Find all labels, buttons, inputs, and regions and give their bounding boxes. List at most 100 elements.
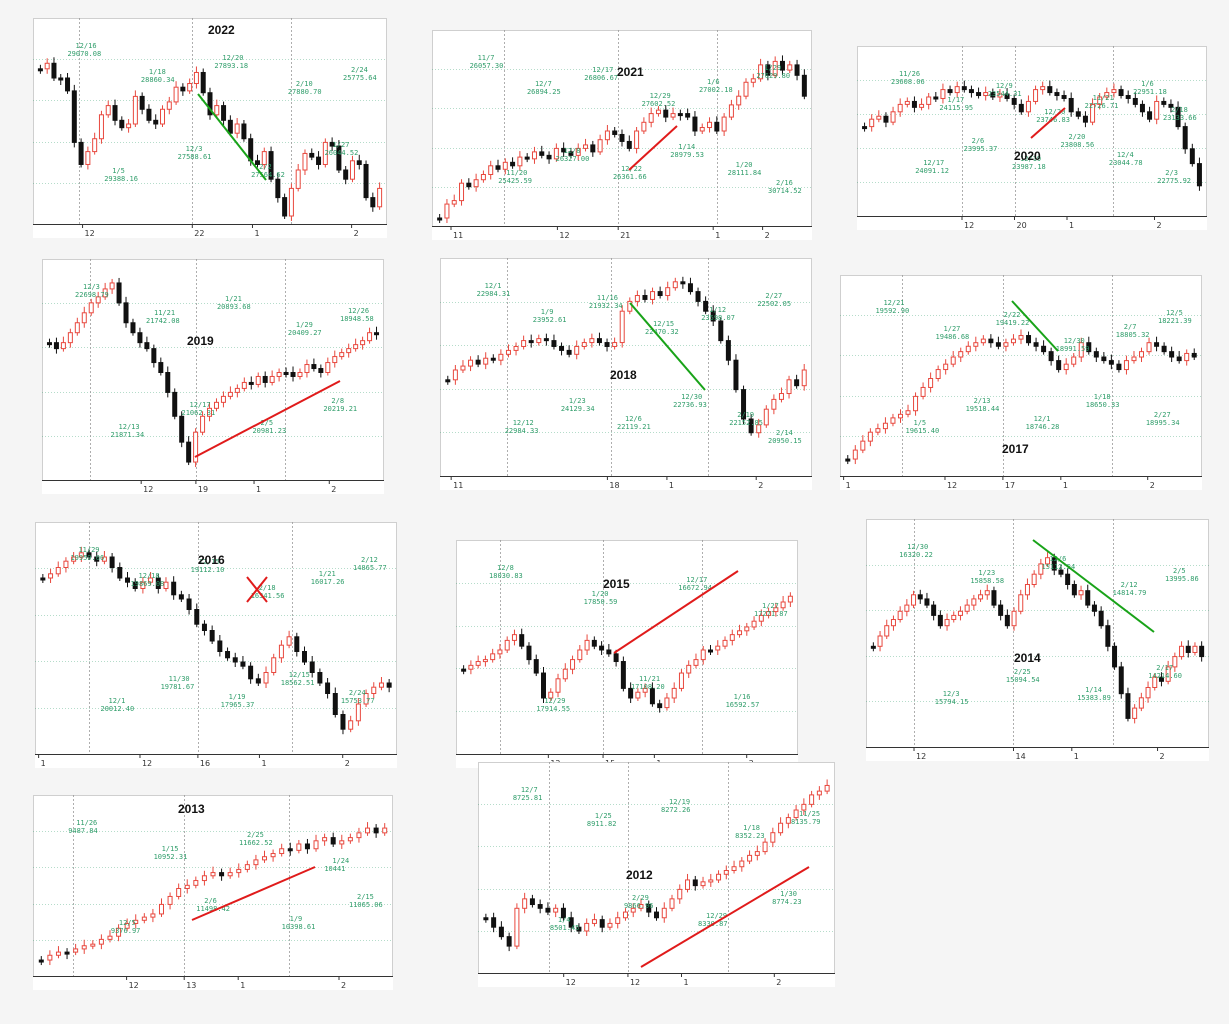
candle-body <box>710 310 716 322</box>
trend-line <box>197 93 267 181</box>
candle-body <box>793 809 799 819</box>
annotation-price: 20409.27 <box>288 329 322 337</box>
annotation-price: 8135.79 <box>791 818 821 826</box>
candle-body <box>244 864 250 870</box>
annotation-price: 20981.23 <box>252 427 286 435</box>
annotation-date: 2/7 <box>1124 323 1137 331</box>
annotation-price: 8272.26 <box>661 806 691 814</box>
candle-body <box>360 340 366 346</box>
annotation-date: 1/20 <box>736 161 753 169</box>
candle-body <box>937 614 943 627</box>
candle-body <box>519 634 525 647</box>
candle-body <box>650 291 656 300</box>
candle-body <box>94 556 100 562</box>
candle-body <box>998 604 1004 616</box>
annotation-date: 1/6 <box>1141 80 1154 88</box>
candle-body <box>225 651 231 659</box>
candle-body <box>1116 363 1122 371</box>
candle-body <box>531 151 537 160</box>
trend-line <box>640 866 810 968</box>
annotation-date: 1/29 <box>764 64 781 72</box>
candle-body <box>693 659 699 666</box>
candle-body <box>1047 86 1053 94</box>
x-tick-label: 12 <box>559 231 569 240</box>
annotation-date: 2/24 <box>349 689 366 697</box>
candle-body <box>466 182 472 188</box>
candle-body <box>262 856 268 861</box>
candle-body <box>980 338 986 344</box>
chart-panel-2017: 1 12 17 1 2 12/21 19592.90 1/5 19615.40 1/27 19486… <box>840 275 1202 490</box>
chart-title: 2016 <box>198 553 225 567</box>
candle-body <box>744 626 750 632</box>
candle-body <box>882 422 888 430</box>
candle-body <box>917 594 923 600</box>
candle-body <box>513 345 519 351</box>
annotation-price: 28979.53 <box>670 151 704 159</box>
candle-body <box>92 138 98 153</box>
candle-body <box>739 860 745 868</box>
x-tick-label: 1 <box>41 759 46 768</box>
candle-body <box>771 398 777 410</box>
candle-body <box>649 687 655 705</box>
annotation-price: 14214.60 <box>1148 672 1182 680</box>
annotation-price: 18995.34 <box>1146 419 1180 427</box>
candle-body <box>657 291 663 297</box>
candle-body <box>483 357 489 365</box>
candle-body <box>620 661 626 689</box>
annotation-date: 11/21 <box>639 675 660 683</box>
chart-panel-2020: 12 20 1 2 11/26 23608.06 12/17 24091.12 1/17 2411… <box>857 46 1207 230</box>
candle-body <box>577 649 583 661</box>
annotation-price: 27002.18 <box>699 86 733 94</box>
candle-body <box>703 300 709 312</box>
candle-body <box>1112 645 1118 668</box>
annotation-price: 23044.78 <box>1109 159 1143 167</box>
annotation-date: 12/29 <box>650 92 671 100</box>
candle-body <box>870 645 876 649</box>
candle-body <box>1071 584 1077 596</box>
annotation-price: 18948.58 <box>340 315 374 323</box>
annotation-date: 2/13 <box>974 397 991 405</box>
candle-body <box>576 926 582 932</box>
candle-body <box>506 936 512 947</box>
candle-body <box>286 636 292 646</box>
annotation-date: 12/29 <box>706 912 727 920</box>
candle-body <box>502 161 508 170</box>
candle-body <box>67 332 73 344</box>
annotation-date: 1/14 <box>678 143 695 151</box>
annotation-date: 1/9 <box>290 915 303 923</box>
candle-body <box>1033 89 1039 102</box>
candle-body <box>860 440 866 451</box>
candle-body <box>55 951 61 956</box>
annotation-date: 12/15 <box>653 320 674 328</box>
candle-body <box>553 907 559 913</box>
candle-body <box>619 310 625 344</box>
candle-body <box>248 665 254 680</box>
chart-panel-2019: 12 19 1 2 12/3 22698.79 12/13 21871.34 11/21 2174… <box>42 259 384 494</box>
candle-body <box>336 145 342 171</box>
annotation-date: 12/7 <box>535 80 552 88</box>
annotation-date: 1/23 <box>569 397 586 405</box>
candle-body <box>184 884 190 889</box>
candle-body <box>102 288 108 298</box>
candle-body <box>325 682 331 694</box>
candle-body <box>98 114 104 140</box>
candle-body <box>78 552 84 558</box>
candle-body <box>628 687 634 699</box>
x-tick-label: 1 <box>1069 221 1074 230</box>
annotation-date: 2/3 <box>1165 169 1178 177</box>
x-tick-label: 12 <box>85 229 95 238</box>
annotation-price: 24129.34 <box>561 405 595 413</box>
annotation-date: 2/15 <box>357 893 374 901</box>
candle-body <box>641 121 647 132</box>
candle-body <box>773 607 779 613</box>
chart-title: 2018 <box>610 368 637 382</box>
candle-body <box>193 431 199 463</box>
annotation-date: 11/25 <box>799 810 820 818</box>
annotation-price: 20893.68 <box>217 303 251 311</box>
candle-body <box>296 843 302 851</box>
candle-body <box>295 169 301 189</box>
candle-body <box>539 151 545 156</box>
annotation-date: 1/18 <box>149 68 166 76</box>
candle-body <box>132 581 138 590</box>
annotation-price: 22984.33 <box>505 427 539 435</box>
